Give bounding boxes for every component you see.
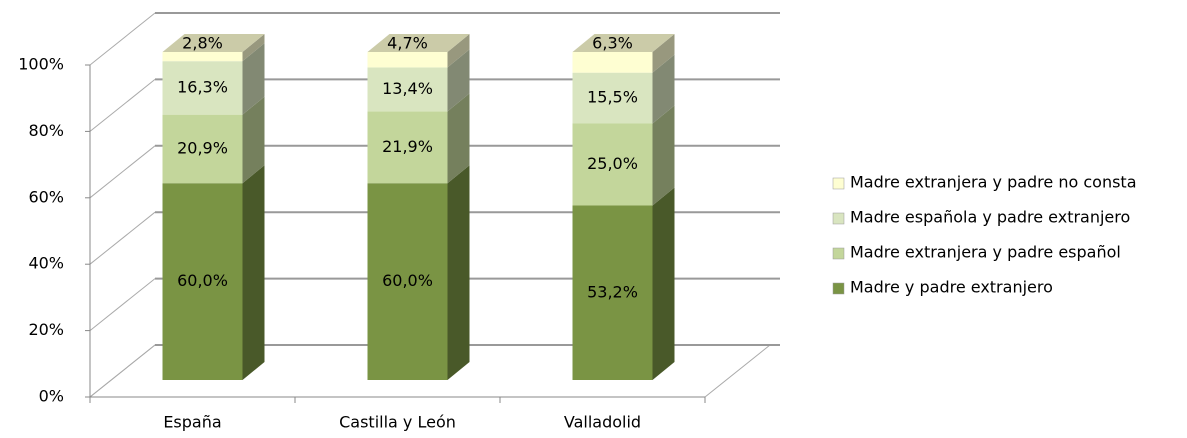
grid-line <box>89 79 156 132</box>
bar-segment <box>367 52 448 68</box>
y-tick-label: 40% <box>28 254 64 273</box>
bar-segment <box>572 72 653 124</box>
value-label: 15,5% <box>587 88 638 107</box>
legend-swatch <box>832 177 845 190</box>
grid-line <box>89 344 156 398</box>
bar-segment <box>162 114 243 184</box>
value-label: 60,0% <box>382 271 433 290</box>
bar-segment <box>162 61 243 115</box>
legend-swatch <box>832 282 845 295</box>
value-label: 2,8% <box>182 34 223 53</box>
bar-segment <box>572 205 653 380</box>
x-tick-label: Castilla y León <box>339 413 456 432</box>
y-tick-label: 100% <box>18 55 64 74</box>
bar-top <box>162 34 265 52</box>
bar-side <box>652 54 675 124</box>
grid-line <box>89 278 156 331</box>
bar-segment <box>572 123 653 206</box>
y-tick-label: 20% <box>28 320 64 339</box>
value-label: 25,0% <box>587 154 638 173</box>
legend-label: Madre extranjera y padre no consta <box>850 173 1137 192</box>
grid-line <box>89 211 156 265</box>
grid-line <box>89 12 156 66</box>
legend-label: Madre extranjera y padre español <box>850 243 1121 262</box>
grid-line <box>89 145 156 199</box>
value-label: 16,3% <box>177 77 228 96</box>
bar-side <box>242 34 265 62</box>
value-label: 6,3% <box>592 34 633 53</box>
y-tick-label: 80% <box>28 121 64 140</box>
legend-swatch <box>832 212 845 225</box>
x-tick-label: España <box>163 413 221 432</box>
value-label: 20,9% <box>177 138 228 157</box>
y-tick-label: 60% <box>28 187 64 206</box>
x-tick-label: Valladolid <box>564 413 641 432</box>
bar-top <box>367 34 470 52</box>
y-tick-label: 0% <box>39 387 64 406</box>
bar-segment <box>572 52 653 73</box>
value-label: 4,7% <box>387 34 428 53</box>
value-label: 13,4% <box>382 79 433 98</box>
bar-segment <box>367 67 448 112</box>
legend-label: Madre y padre extranjero <box>850 278 1053 297</box>
bar-side <box>447 49 470 112</box>
value-label: 53,2% <box>587 282 638 301</box>
bar-side <box>242 43 265 115</box>
bar-side <box>652 34 675 73</box>
value-label: 21,9% <box>382 137 433 156</box>
bar-segment <box>367 111 448 184</box>
bar-side <box>652 105 675 206</box>
bar-side <box>242 165 265 380</box>
legend-label: Madre española y padre extranjero <box>850 208 1130 227</box>
bar-side <box>447 165 470 380</box>
legend-swatch <box>832 247 845 260</box>
bar-side <box>652 187 675 380</box>
bar-side <box>447 34 470 68</box>
bar-top <box>572 34 675 52</box>
bar-segment <box>162 52 243 62</box>
bar-segment <box>162 183 243 380</box>
value-label: 60,0% <box>177 271 228 290</box>
bar-side <box>242 96 265 184</box>
bar-side <box>447 93 470 184</box>
bar-segment <box>367 183 448 380</box>
